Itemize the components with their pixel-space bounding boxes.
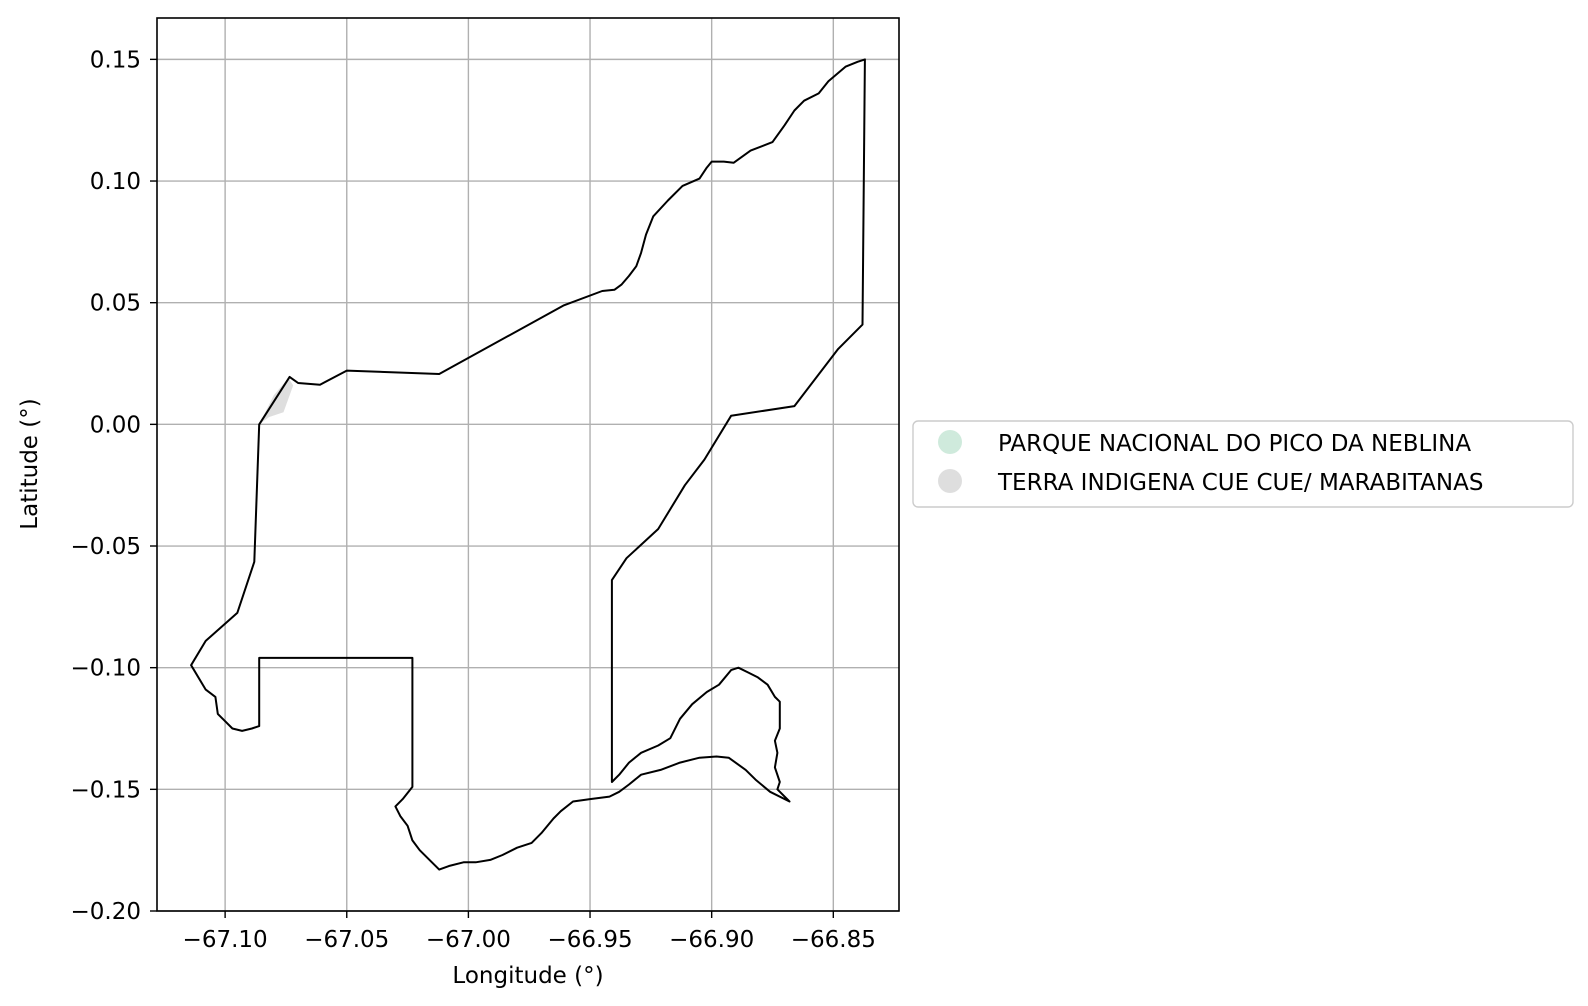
legend-label-terra-indigena: TERRA INDIGENA CUE CUE/ MARABITANAS — [997, 470, 1483, 496]
x-tick-label: −66.90 — [669, 927, 754, 953]
x-tick-label: −67.10 — [183, 927, 268, 953]
legend-label-parque: PARQUE NACIONAL DO PICO DA NEBLINA — [998, 431, 1471, 457]
legend-marker-terra-indigena — [938, 469, 962, 493]
legend-frame — [912, 420, 1574, 508]
x-tick-label: −66.95 — [547, 927, 632, 953]
x-tick-label: −67.00 — [426, 927, 511, 953]
y-tick-label: −0.20 — [71, 899, 141, 925]
y-tick-label: −0.15 — [71, 777, 141, 803]
plot-frame — [156, 17, 900, 912]
y-tick-label: 0.00 — [90, 412, 141, 438]
x-tick-label: −66.85 — [791, 927, 876, 953]
y-tick-label: 0.05 — [90, 291, 141, 317]
y-axis-ticks: 0.15 0.10 0.05 0.00 −0.05 −0.10 −0.15 −0.20 — [71, 47, 157, 925]
y-tick-label: 0.10 — [90, 169, 141, 195]
parque-nacional-boundary — [190, 58, 866, 871]
legend-marker-parque — [938, 430, 962, 454]
y-tick-label: −0.05 — [71, 534, 141, 560]
map-shapes — [190, 58, 866, 871]
x-axis-ticks: −67.10 −67.05 −67.00 −66.95 −66.90 −66.85 — [183, 911, 876, 953]
x-axis-label: Longitude (°) — [452, 963, 603, 989]
y-axis-label: Latitude (°) — [17, 398, 43, 529]
legend: PARQUE NACIONAL DO PICO DA NEBLINA TERRA… — [912, 420, 1574, 508]
y-tick-label: −0.10 — [71, 656, 141, 682]
x-tick-label: −67.05 — [304, 927, 389, 953]
y-tick-label: 0.15 — [90, 47, 141, 73]
